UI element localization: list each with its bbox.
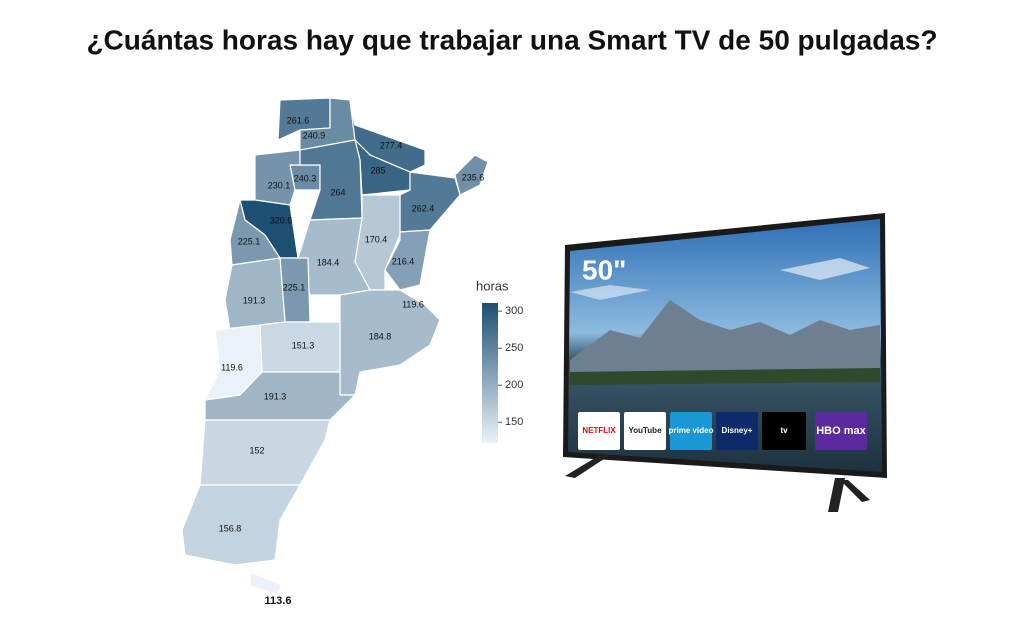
tv-image: 50" NETFLIX YouTube prime video Disney+ tv HB…	[563, 213, 887, 512]
value-label: 240.9	[303, 130, 326, 140]
value-label: 225.1	[283, 282, 306, 292]
app-tile	[762, 412, 806, 450]
value-label: 320.6	[270, 215, 293, 225]
colorbar-tick-label: 300	[505, 305, 523, 317]
region	[224, 257, 286, 331]
value-label: 240.3	[294, 173, 317, 183]
color-legend: horas 150 200 250 300	[476, 278, 523, 443]
region	[181, 484, 302, 566]
value-label: 230.1	[268, 180, 291, 190]
value-label: 184.4	[317, 257, 340, 267]
app-tile	[578, 412, 620, 450]
value-label: 170.4	[365, 234, 388, 244]
cloud	[570, 285, 650, 300]
tv-leg	[565, 455, 610, 478]
app-tile	[624, 412, 666, 450]
value-label: 277.4	[380, 140, 403, 150]
value-label: 184.8	[369, 331, 392, 341]
app-tile	[815, 412, 867, 450]
app-label: HBO max	[816, 425, 866, 437]
legend-title: horas	[476, 278, 509, 293]
region	[199, 419, 331, 486]
value-label: 191.3	[243, 295, 266, 305]
app-tile	[670, 412, 712, 450]
value-label: 225.1	[238, 236, 261, 246]
title: ¿Cuántas horas hay que trabajar una Smar…	[86, 24, 937, 55]
colorbar-tick-label: 250	[505, 342, 523, 354]
value-label: 113.6	[265, 595, 292, 607]
app-label: tv	[780, 426, 788, 435]
value-label: 191.3	[264, 391, 287, 401]
value-label: 285	[370, 165, 385, 175]
value-label: 151.3	[292, 340, 315, 350]
value-label: 235.6	[462, 172, 485, 182]
value-label: 156.8	[219, 523, 242, 533]
app-label: Disney+	[722, 426, 753, 435]
mountains	[570, 300, 880, 372]
value-label: 261.6	[287, 115, 310, 125]
trees	[570, 368, 880, 385]
colorbar-tick-label: 200	[505, 379, 523, 391]
colorbar	[482, 303, 498, 443]
value-label: 152	[249, 445, 264, 455]
cloud	[780, 258, 870, 280]
region	[249, 571, 283, 595]
tv-leg	[840, 480, 870, 502]
tv-leg	[828, 478, 845, 512]
tv-size-label: 50"	[582, 254, 626, 285]
value-label: 264	[330, 187, 345, 197]
value-label: 216.4	[392, 256, 415, 266]
value-label: 262.4	[412, 203, 435, 213]
app-label: YouTube	[628, 426, 662, 435]
colorbar-tick-label: 150	[505, 416, 523, 428]
app-tile	[716, 412, 758, 450]
app-label: NETFLIX	[582, 426, 616, 435]
region	[339, 289, 441, 396]
app-label: prime video	[669, 426, 714, 435]
value-label: 119.6	[221, 362, 243, 372]
value-label: 119.6	[402, 299, 424, 309]
